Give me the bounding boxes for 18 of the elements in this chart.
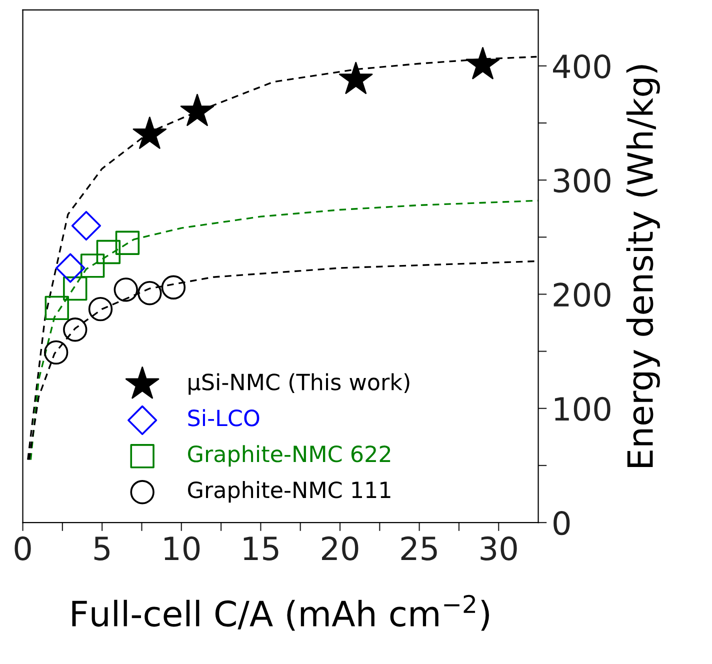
- x-tick-label: 0: [14, 536, 31, 560]
- y-tick-label: 400: [553, 54, 610, 78]
- x-tick-label: 15: [244, 536, 278, 560]
- x-tick-label: 20: [322, 536, 358, 560]
- y-tick-label: 300: [554, 168, 610, 193]
- legend-label: Graphite-NMC 111: [188, 481, 390, 503]
- legend-label: Graphite-NMC 622: [188, 445, 390, 467]
- y-tick-label: 100: [554, 396, 610, 421]
- y-tick-label: 0: [554, 510, 570, 536]
- x-tick-label: 5: [94, 536, 110, 560]
- x-tick-label: 10: [164, 536, 200, 560]
- legend-label: Si-LCO: [188, 409, 260, 426]
- x-tick-label: 25: [401, 536, 437, 560]
- legend-label: μSi-NMC (This work): [188, 373, 410, 395]
- y-axis-title: Energy density (Wh/kg): [626, 65, 660, 467]
- x-axis-title: Full-cell C/A (mAh cm$^{−2}$): [72, 594, 489, 631]
- x-tick-label: 30: [480, 536, 517, 560]
- y-tick-label: 200: [554, 282, 610, 307]
